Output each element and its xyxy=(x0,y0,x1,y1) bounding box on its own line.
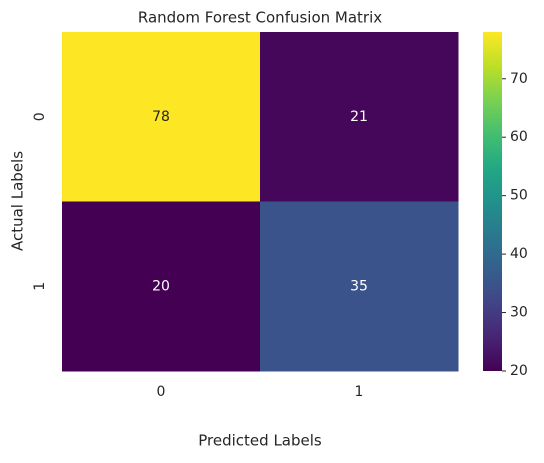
colorbar-tick-label: 60 xyxy=(510,129,528,145)
colorbar-tick-label: 50 xyxy=(510,188,528,204)
cell-value-label: 35 xyxy=(350,278,368,294)
colorbar-tick-label: 30 xyxy=(510,305,528,321)
cell-value-label: 78 xyxy=(152,109,170,125)
heatmap-cell xyxy=(260,201,459,372)
y-axis-label: Actual Labels xyxy=(9,151,27,251)
x-tick-label: 1 xyxy=(355,384,364,400)
y-tick-label: 1 xyxy=(32,282,48,291)
colorbar xyxy=(483,32,502,371)
heatmap-cell xyxy=(62,32,261,202)
heatmap-cell xyxy=(260,32,459,202)
x-axis-label: Predicted Labels xyxy=(198,432,322,450)
cell-value-label: 21 xyxy=(350,109,368,125)
colorbar-tick-label: 70 xyxy=(510,71,528,87)
cell-value-label: 20 xyxy=(152,278,170,294)
y-tick-label: 0 xyxy=(32,112,48,121)
chart-title: Random Forest Confusion Matrix xyxy=(138,9,382,27)
colorbar-tick-label: 20 xyxy=(510,363,528,379)
heatmap-cell xyxy=(62,201,261,372)
colorbar-tick-label: 40 xyxy=(510,246,528,262)
x-tick-label: 0 xyxy=(157,384,166,400)
